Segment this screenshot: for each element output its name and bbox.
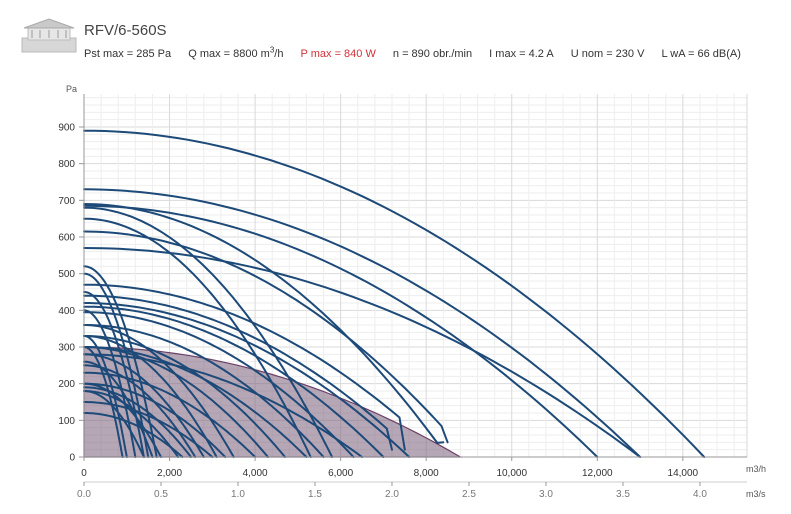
series-curve	[83, 364, 197, 458]
series-curve	[83, 230, 449, 444]
y-tick-label: 0	[69, 453, 75, 464]
x2-tick-label: 0.0	[77, 489, 91, 500]
spec-pst-max: Pst max = 285 Pa	[84, 47, 172, 60]
series-curve	[83, 353, 363, 458]
series-curve	[83, 188, 642, 458]
series-curve	[83, 324, 325, 458]
series-curve	[83, 335, 128, 458]
spec-u-nom: U nom = 230 V	[570, 47, 645, 60]
spec-l-wa: L wA = 66 dB(A)	[661, 47, 741, 60]
curves	[83, 129, 706, 458]
series-curve	[83, 412, 184, 458]
series-curve	[83, 203, 445, 444]
x2-tick-label: 2.5	[462, 489, 476, 500]
y-tick-label: 500	[58, 269, 75, 280]
series-curve	[83, 335, 286, 458]
series-curve	[83, 401, 214, 458]
chart-title: RFV/6-560S	[84, 22, 167, 39]
series-curve	[83, 382, 162, 458]
series-curve	[83, 247, 642, 458]
y-tick-label: 300	[58, 343, 75, 354]
axes: 0 100 200 300 400 500 600 700 800 900 Pa 0 2,000 4,00…	[58, 84, 766, 500]
x2-tick-label: 1.0	[231, 489, 245, 500]
x-tick-label: 12,000	[582, 468, 613, 479]
x-tick-label: 14,000	[668, 468, 699, 479]
spec-n: n = 890 obr./min	[392, 47, 473, 60]
x2-tick-label: 3.0	[539, 489, 553, 500]
x2-tick-label: 2.0	[385, 489, 399, 500]
series-curve	[83, 272, 150, 458]
y-tick-label: 900	[58, 123, 75, 134]
series-curve	[83, 346, 308, 458]
y-tick-label: 100	[58, 416, 75, 427]
y-tick-label: 400	[58, 306, 75, 317]
series-curve	[83, 206, 334, 458]
spec-q-max-sup: 3	[269, 45, 275, 54]
x-tick-label: 10,000	[496, 468, 527, 479]
x2-tick-label: 3.5	[616, 489, 630, 500]
x-tick-label: 6,000	[328, 468, 353, 479]
spec-q-max: Q max = 8800 m3/h	[188, 45, 284, 60]
x-axis-label: m3/h	[746, 464, 766, 474]
spec-q-max-suffix: /h	[274, 47, 284, 60]
series-curve	[83, 371, 257, 458]
x-tick-label: 8,000	[414, 468, 439, 479]
x-tick-label: 2,000	[157, 468, 182, 479]
series-curve	[83, 305, 385, 458]
x2-tick-label: 0.5	[154, 489, 168, 500]
x2-tick-label: 1.5	[308, 489, 322, 500]
y-tick-label: 200	[58, 379, 75, 390]
y-tick-label: 600	[58, 233, 75, 244]
x2-axis-label: m3/s	[746, 489, 766, 499]
series-curve	[83, 309, 137, 458]
x-tick-label: 4,000	[243, 468, 268, 479]
fan-thumbnail-icon	[21, 18, 77, 53]
series-curve	[83, 129, 706, 458]
y-tick-label: 800	[58, 159, 75, 170]
header: RFV/6-560S Pst max = 285 Pa Q max = 8800…	[0, 0, 791, 70]
x2-tick-label: 4.0	[693, 489, 707, 500]
spec-i-max: I max = 4.2 A	[489, 47, 554, 60]
series-curve	[83, 265, 158, 458]
spec-q-max-prefix: Q max = 8800 m	[188, 47, 270, 60]
series-curve	[83, 311, 355, 458]
spec-p-max: P max = 840 W	[300, 47, 376, 60]
series-curve	[83, 283, 406, 451]
y-axis-label: Pa	[66, 84, 77, 94]
y-tick-label: 700	[58, 196, 75, 207]
series-curve	[83, 390, 145, 458]
series-curve	[83, 353, 205, 458]
x-tick-label: 0	[81, 468, 87, 479]
spec-line: Pst max = 285 Pa Q max = 8800 m3/h P max…	[84, 45, 755, 60]
series-curve	[83, 204, 599, 458]
series-curve	[83, 291, 145, 458]
